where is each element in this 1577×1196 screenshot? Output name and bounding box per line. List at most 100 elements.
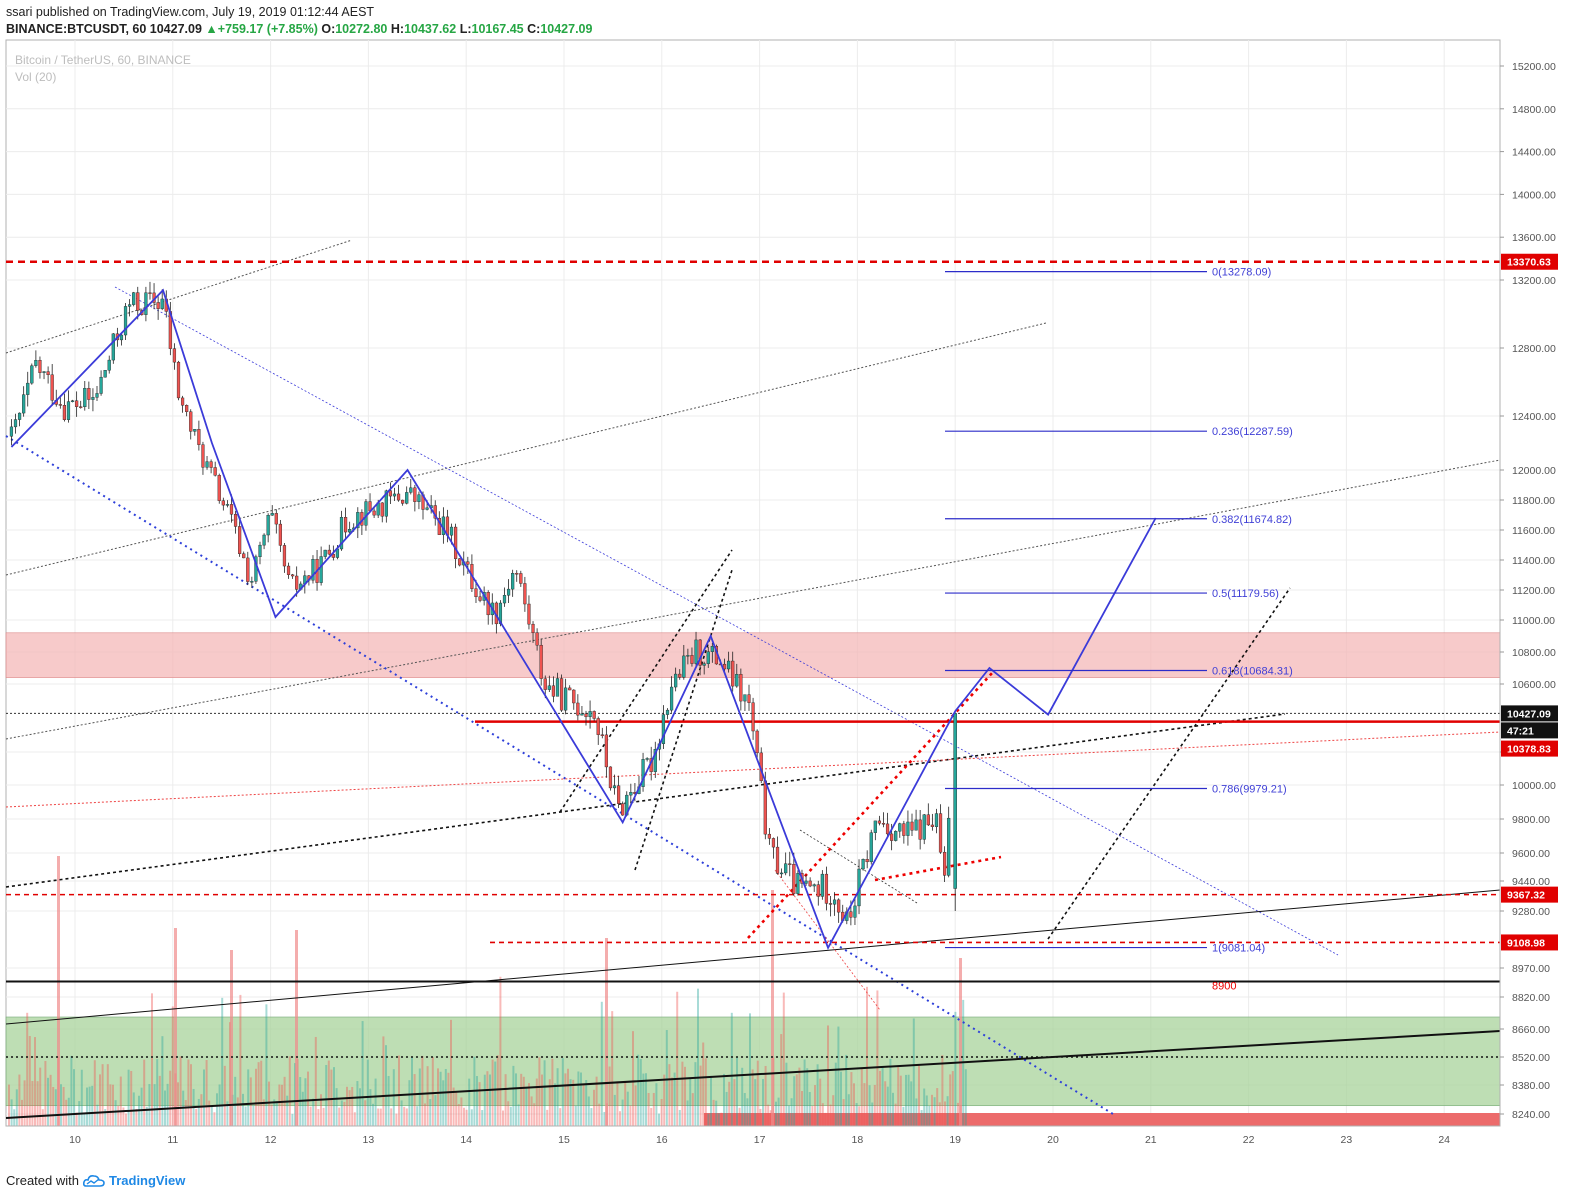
candle-body xyxy=(812,884,816,887)
dotted-channel-a xyxy=(559,549,733,813)
volume-bar xyxy=(598,1103,601,1126)
y-tick-label-13: 11000.00 xyxy=(1512,615,1555,627)
candle-body xyxy=(388,490,393,497)
volume-bar xyxy=(460,1097,463,1126)
volume-bar xyxy=(117,1105,120,1126)
price-tag-label-5: 9108.98 xyxy=(1507,937,1545,949)
y-tick-label-2: 14400.00 xyxy=(1512,147,1556,159)
candle-body xyxy=(698,639,702,666)
volume-bar xyxy=(639,1059,642,1126)
candle-body xyxy=(877,820,882,824)
volume-bar xyxy=(49,1074,52,1126)
candle-body xyxy=(95,393,99,398)
volume-bar xyxy=(65,1099,68,1126)
volume-bar xyxy=(767,1104,770,1126)
candle-body xyxy=(543,678,547,690)
volume-bar xyxy=(798,1067,801,1126)
volume-bar xyxy=(41,1109,44,1126)
volume-bar xyxy=(80,1069,83,1126)
candle-body xyxy=(694,639,698,664)
volume-bar xyxy=(603,1111,606,1126)
volume-bar xyxy=(99,1074,101,1126)
watermark-vol: Vol (20) xyxy=(15,70,56,84)
candle-body xyxy=(156,302,160,309)
y-tick-label-15: 10600.00 xyxy=(1512,679,1556,691)
candle-body xyxy=(775,846,780,874)
candle-body xyxy=(189,411,193,432)
volume-bar xyxy=(275,1101,278,1126)
volume-bar xyxy=(808,1092,811,1126)
volume-bar xyxy=(130,1070,133,1126)
candle-body xyxy=(9,426,14,437)
candle-body xyxy=(669,686,674,711)
candle-body xyxy=(193,429,197,432)
high-value: 10437.62 xyxy=(404,22,457,36)
fib-label-4: 0.618(10684.31) xyxy=(1212,666,1293,678)
volume-bar xyxy=(944,1101,946,1126)
candle-body xyxy=(535,632,539,646)
volume-bar xyxy=(775,1101,777,1126)
volume-bar xyxy=(15,1089,18,1126)
volume-bar xyxy=(782,992,785,1126)
volume-bar xyxy=(67,1097,70,1126)
volume-bar xyxy=(777,1097,780,1126)
tradingview-brand[interactable]: TradingView xyxy=(108,1173,186,1188)
volume-bar xyxy=(161,1036,164,1126)
candle-body xyxy=(364,501,368,526)
volume-bar xyxy=(309,1106,312,1126)
candle-body xyxy=(727,660,731,670)
volume-bar xyxy=(340,1100,343,1126)
candle-body xyxy=(600,734,604,736)
volume-bar xyxy=(754,1079,757,1126)
volume-bar xyxy=(317,1109,320,1126)
volume-bar xyxy=(533,1103,536,1126)
candle-body xyxy=(706,651,710,664)
volume-bar xyxy=(712,1099,715,1126)
candle-body xyxy=(17,412,22,420)
volume-bar xyxy=(171,1006,174,1126)
volume-bar xyxy=(567,1068,569,1126)
price-tag-bg-1 xyxy=(1501,705,1558,722)
fib-label-1: 0.236(12287.59) xyxy=(1212,426,1293,438)
last-price: 10427.09 xyxy=(149,22,202,36)
volume-bar xyxy=(88,1086,91,1126)
fib-label-5: 0.786(9979.21) xyxy=(1212,784,1287,796)
volume-bar xyxy=(530,1096,533,1126)
volume-bar xyxy=(483,1074,486,1126)
candle-body xyxy=(918,819,922,840)
volume-bar xyxy=(637,1054,640,1126)
volume-spike xyxy=(174,928,177,1126)
volume-bar xyxy=(439,1071,442,1126)
volume-bar xyxy=(411,1057,413,1126)
y-tick-label-12: 11200.00 xyxy=(1512,585,1555,597)
volume-bar xyxy=(476,1076,478,1126)
candle-body xyxy=(796,873,800,894)
volume-bar xyxy=(546,1109,549,1126)
candle-body xyxy=(588,711,592,718)
volume-bar xyxy=(23,1080,26,1126)
volume-bar xyxy=(494,1061,497,1126)
volume-bar xyxy=(593,1089,595,1126)
volume-bar xyxy=(34,1037,36,1126)
volume-bar xyxy=(392,1069,395,1126)
volume-bar xyxy=(671,1077,673,1126)
volume-bar xyxy=(691,1093,694,1126)
candle-body xyxy=(690,655,694,664)
volume-bar xyxy=(447,1072,450,1126)
volume-bar xyxy=(444,1068,447,1126)
candle-body xyxy=(99,376,103,394)
channel-line-3 xyxy=(5,459,1501,740)
volume-bar xyxy=(780,1034,783,1126)
volume-bar xyxy=(559,1108,562,1126)
support-trendline xyxy=(5,889,1501,1025)
volume-bar xyxy=(528,1083,530,1126)
volume-bar xyxy=(632,1031,634,1126)
price-tag-bg-4 xyxy=(1501,886,1558,903)
candle-body xyxy=(425,507,429,510)
price-axis[interactable]: 15200.00 14800.00 14400.00 14000.00 13600.00… xyxy=(1500,61,1556,1121)
candle-body xyxy=(837,899,841,913)
time-axis[interactable]: 10 11 12 13 14 15 16 17 18 19 20 21 22 23 24 xyxy=(6,1125,1500,1146)
volume-bar xyxy=(205,1059,208,1126)
candle-body xyxy=(270,513,274,516)
